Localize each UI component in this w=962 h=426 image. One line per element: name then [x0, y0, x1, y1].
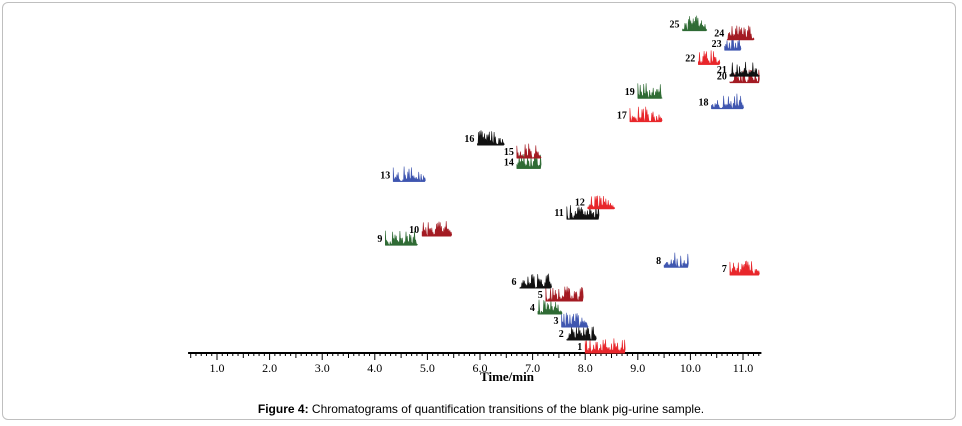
trace-4	[537, 299, 563, 315]
caption-text: Chromatograms of quantification transiti…	[311, 402, 705, 416]
peak-label-6: 6	[511, 277, 516, 288]
x-tick-label: 10.0	[680, 361, 701, 375]
x-tick-label: 7.0	[525, 361, 540, 375]
x-tick-label: 9.0	[630, 361, 645, 375]
trace-8	[663, 252, 689, 268]
peak-label-8: 8	[656, 256, 661, 267]
peak-label-22: 22	[685, 53, 695, 64]
trace-14	[516, 153, 542, 170]
x-axis: 1.0 2.0 3.0 4.0 5.0 6.0 7.0 8.0 9.0 10.0 11.0	[188, 352, 762, 375]
chromatogram-chart: 1.0 2.0 3.0 4.0 5.0 6.0 7.0 8.0 9.0 10.0 11.0 1234…	[188, 15, 762, 384]
peak-labels: 1234567891011121314151617181920212223242…	[377, 20, 727, 353]
x-tick-label: 6.0	[473, 361, 488, 375]
trace-11	[566, 204, 600, 220]
peak-label-12: 12	[575, 198, 585, 209]
peak-label-24: 24	[714, 29, 724, 40]
trace-25	[682, 15, 708, 32]
caption-label: Figure 4:	[257, 402, 309, 416]
x-tick-label: 3.0	[315, 361, 330, 375]
x-tick-label: 8.0	[578, 361, 593, 375]
trace-17	[629, 106, 663, 123]
peak-label-21: 21	[717, 65, 727, 76]
trace-6	[519, 273, 552, 289]
x-tick-label: 1.0	[210, 361, 225, 375]
trace-13	[392, 166, 426, 182]
x-tick-label: 11.0	[733, 361, 754, 375]
trace-15	[516, 143, 542, 159]
peak-label-7: 7	[722, 264, 727, 275]
trace-10	[421, 221, 453, 237]
peak-label-2: 2	[559, 329, 564, 340]
peak-label-14: 14	[504, 157, 514, 168]
trace-21	[729, 61, 761, 77]
peak-label-15: 15	[504, 147, 514, 158]
trace-16	[477, 130, 505, 146]
peak-label-17: 17	[617, 111, 627, 122]
trace-2	[566, 325, 597, 341]
peak-label-10: 10	[409, 225, 419, 236]
peak-label-18: 18	[698, 98, 708, 109]
trace-12	[587, 195, 616, 210]
figure-frame	[2, 2, 956, 420]
peak-label-5: 5	[538, 290, 543, 301]
x-tick-label: 5.0	[420, 361, 435, 375]
x-axis-title: Time/min	[480, 369, 535, 384]
x-tick-label: 2.0	[262, 361, 277, 375]
x-tick-label: 4.0	[367, 361, 382, 375]
trace-22	[698, 50, 721, 65]
trace-9	[385, 230, 418, 246]
peak-label-19: 19	[625, 87, 635, 98]
chromatogram-traces	[385, 15, 761, 354]
trace-3	[561, 312, 589, 328]
trace-24	[726, 25, 755, 41]
trace-5	[545, 286, 584, 302]
trace-19	[637, 83, 663, 99]
peak-label-11: 11	[554, 208, 563, 219]
peak-label-4: 4	[530, 303, 535, 314]
peak-label-25: 25	[670, 20, 680, 31]
peak-label-23: 23	[712, 39, 722, 50]
peak-label-16: 16	[464, 134, 474, 145]
peak-label-3: 3	[554, 316, 559, 327]
peak-label-20: 20	[717, 72, 727, 83]
peak-label-9: 9	[377, 234, 382, 245]
peak-label-1: 1	[577, 342, 582, 353]
trace-7	[729, 260, 760, 276]
trace-18	[711, 93, 744, 110]
trace-1	[584, 338, 626, 354]
peak-label-13: 13	[380, 170, 390, 181]
figure-caption: Figure 4: Chromatograms of quantificatio…	[0, 402, 962, 416]
